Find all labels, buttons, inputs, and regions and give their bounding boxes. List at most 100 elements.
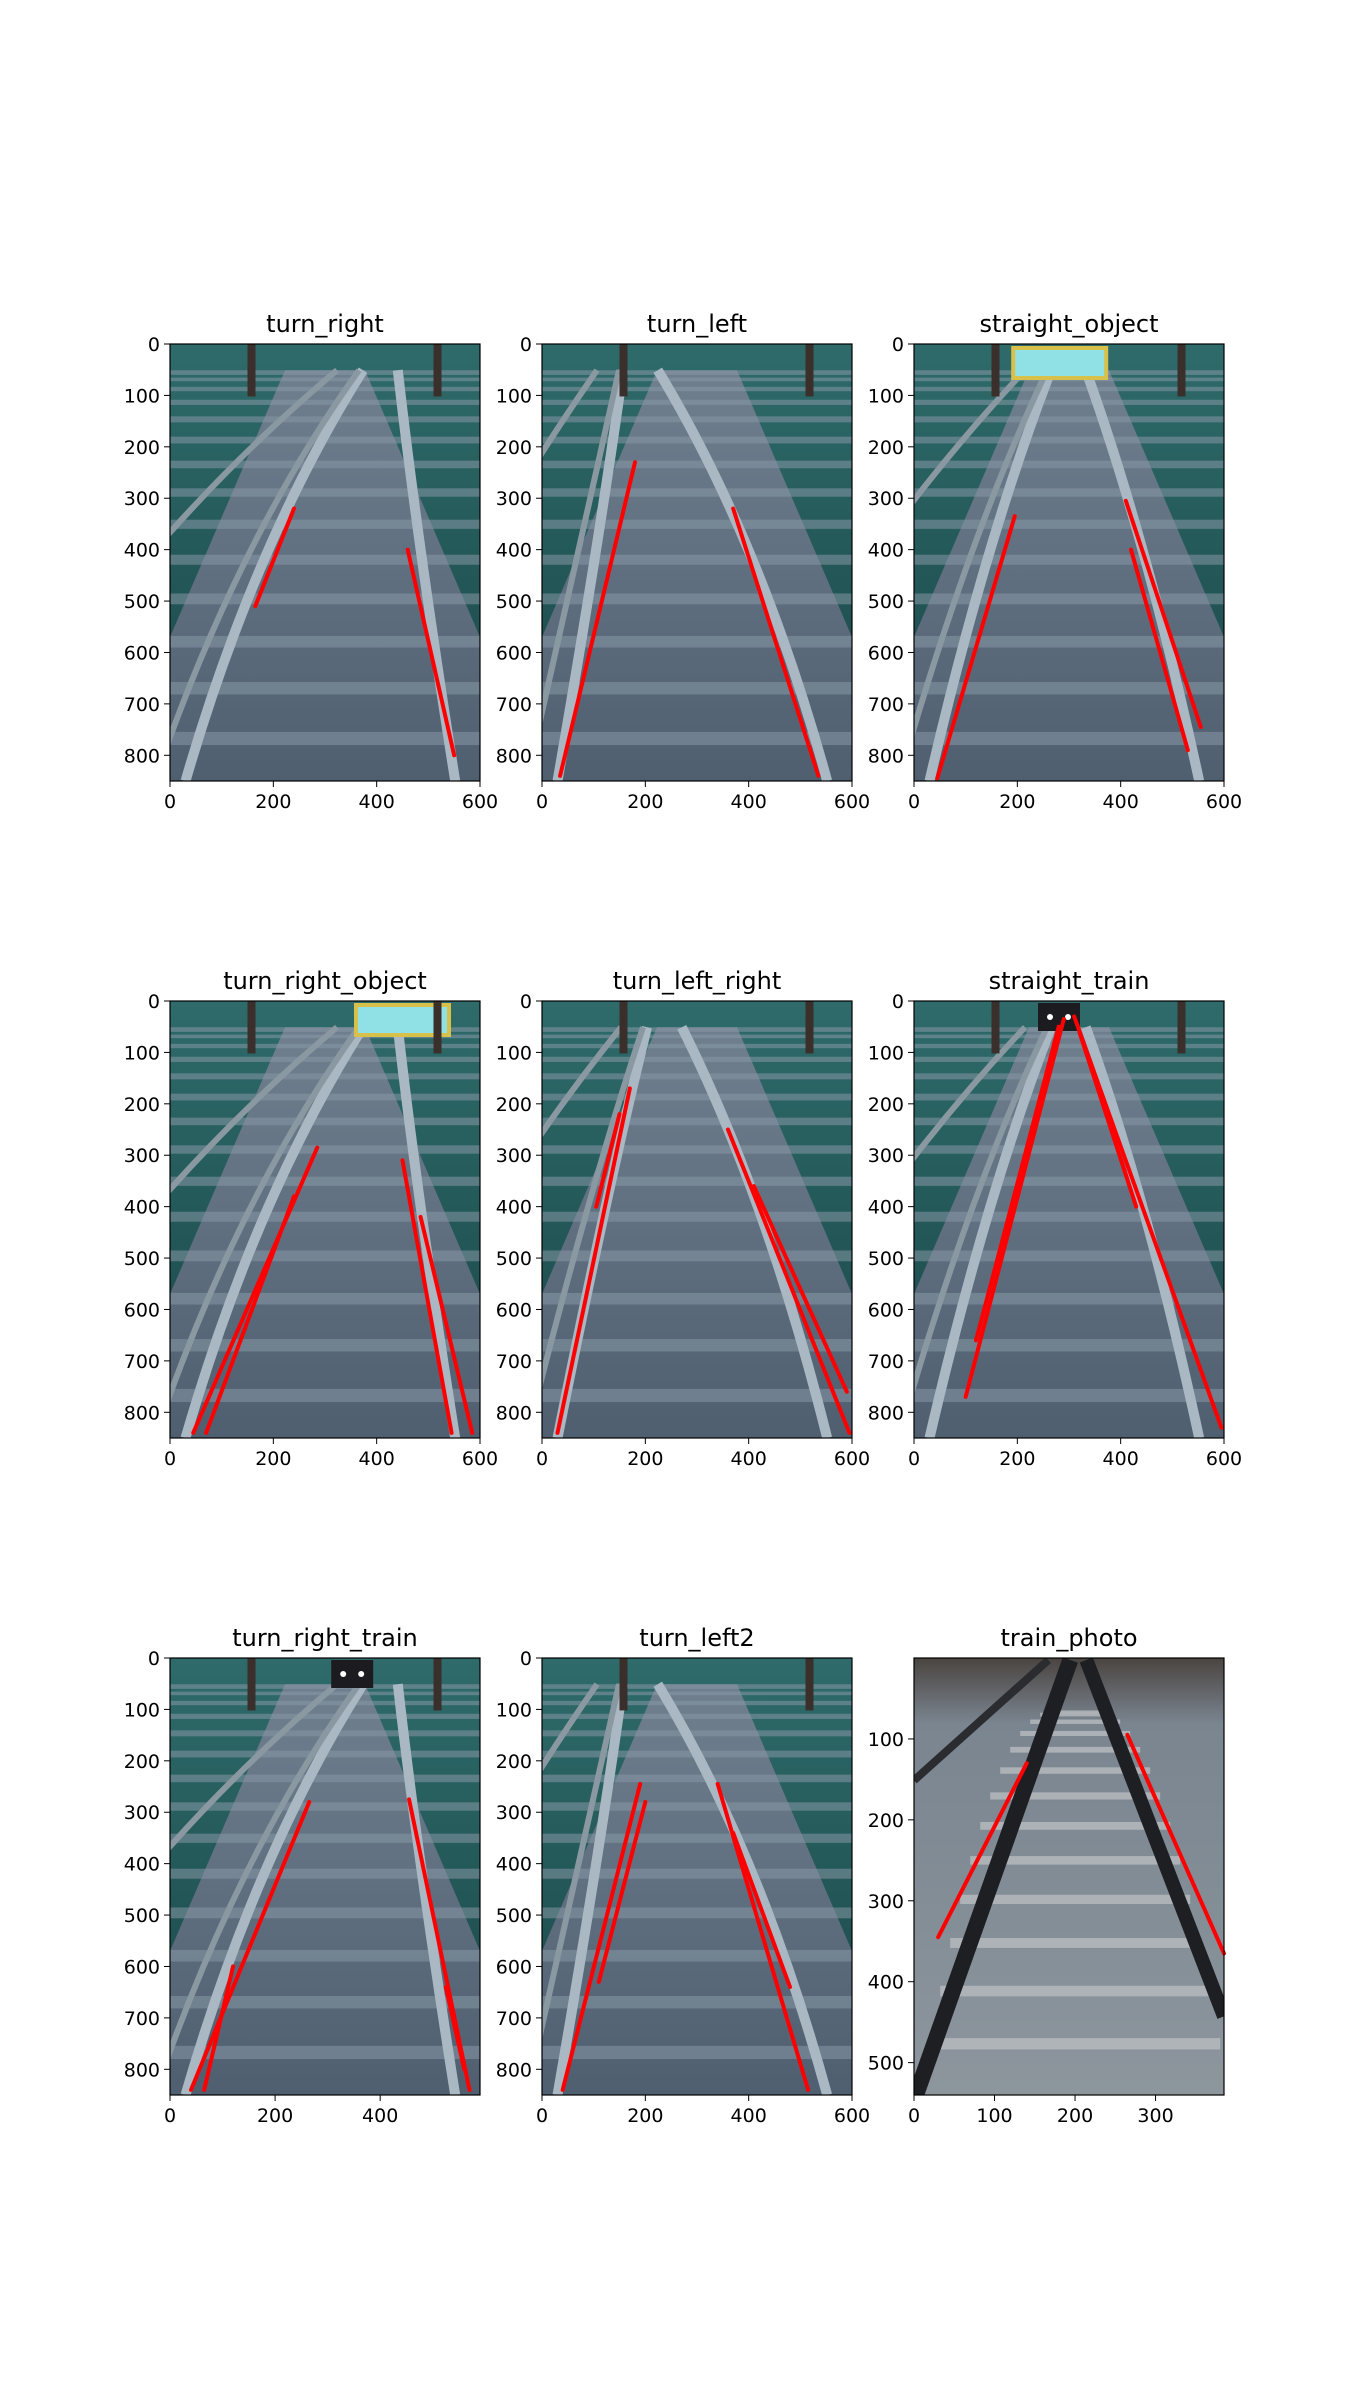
detected-line [1077,1029,1139,1209]
sleeper [950,1937,1201,1948]
x-tick-label: 600 [462,791,498,813]
sleeper [914,1442,1224,1456]
pole [619,1658,628,1711]
sleeper [542,1250,852,1262]
pole [619,344,628,397]
y-tick-label: 800 [868,1402,904,1424]
x-tick-label: 0 [908,1448,920,1470]
panel-title: train_photo [1000,1624,1137,1652]
sleeper [914,386,1224,392]
x-tick-label: 0 [164,2105,176,2127]
sleeper [542,370,852,373]
sleeper [914,593,1224,605]
sleeper [170,1774,480,1783]
x-tick-label: 0 [536,1448,548,1470]
detected-line [418,1214,475,1435]
y-tick-label: 100 [496,1699,532,1721]
y-tick-label: 100 [868,385,904,407]
sleeper [914,1339,1224,1352]
ballast [170,1027,480,1438]
ballast [170,370,480,781]
sleeper [542,682,852,695]
y-tick-label: 600 [124,1299,160,1321]
sleeper [542,1730,852,1737]
detected-line [558,460,637,778]
pole [1177,1001,1186,1054]
scene-image [542,1658,852,2113]
rail [914,1658,1051,1784]
detected-line [936,1761,1029,1940]
y-tick-label: 600 [868,1299,904,1321]
sleeper [170,593,480,605]
x-tick-label: 400 [731,791,767,813]
y-tick-label: 800 [124,2059,160,2081]
y-tick-label: 200 [124,1094,160,1116]
rail [180,1681,368,2095]
y-tick-label: 0 [148,991,160,1013]
y-tick-label: 200 [496,1751,532,1773]
y-tick-label: 500 [124,1248,160,1270]
sleeper [914,1043,1224,1049]
y-tick-label: 0 [520,334,532,356]
sleeper [542,2099,852,2113]
sleeper [170,1949,480,1962]
panel-turn-right-object: turn_right_object 0 200 400 600 0 100 200 300 400… [124,967,498,1470]
detected-line [963,1016,1066,1399]
y-tick-label: 200 [124,1751,160,1773]
detected-line [731,506,821,778]
sleeper [170,488,480,497]
y-tick-label: 300 [868,488,904,510]
axes-frame [913,1000,1225,1439]
sleeper [542,1691,852,1696]
y-tick-label: 0 [520,991,532,1013]
y-tick-label: 400 [868,540,904,562]
x-tick-label: 400 [731,2105,767,2127]
y-tick-label: 600 [868,642,904,664]
sleeper [542,1292,852,1305]
sleeper [542,1093,852,1101]
pole [247,1001,256,1054]
y-tick-label: 500 [868,2053,904,2075]
sleeper [542,416,852,423]
sleeper [542,488,852,497]
y-tick-label: 0 [892,991,904,1013]
panel-straight-object: straight_object 0 200 400 600 0 100 200 300 400 50… [868,310,1242,813]
axes-frame [541,1657,853,2096]
sleeper [940,1985,1211,1997]
y-tick-label: 400 [124,540,160,562]
sleeper [542,1027,852,1030]
sleeper [542,1684,852,1687]
detected-line [935,514,1017,781]
sleeper [542,1117,852,1126]
sleeper [542,1802,852,1811]
sleeper [170,2045,480,2060]
x-tick-label: 200 [255,791,291,813]
y-tick-label: 500 [868,1248,904,1270]
sleeper [914,682,1224,695]
sleeper [542,1442,852,1456]
sleeper [542,731,852,746]
x-tick-label: 0 [164,1448,176,1470]
axes-frame [169,343,481,782]
sleeper [170,1043,480,1049]
x-tick-label: 100 [976,2105,1012,2127]
y-tick-label: 200 [496,437,532,459]
sleeper [542,1388,852,1403]
sleeper [170,1996,480,2009]
sleeper [542,372,852,375]
sleeper [914,731,1224,746]
pole [805,1658,814,1711]
y-tick-label: 800 [496,1402,532,1424]
panel-straight-train: straight_train 0 200 400 600 0 100 200 300 400 500… [868,967,1242,1470]
panel-title: turn_left [647,310,747,338]
x-tick-label: 600 [1206,791,1242,813]
rail [170,1024,339,1194]
rail [180,367,368,781]
y-tick-label: 400 [868,1972,904,1994]
y-tick-label: 200 [868,1094,904,1116]
sleeper [542,460,852,469]
x-tick-label: 200 [1057,2105,1093,2127]
x-tick-label: 600 [1206,1448,1242,1470]
scene-image [914,1001,1224,1456]
y-tick-label: 500 [124,591,160,613]
